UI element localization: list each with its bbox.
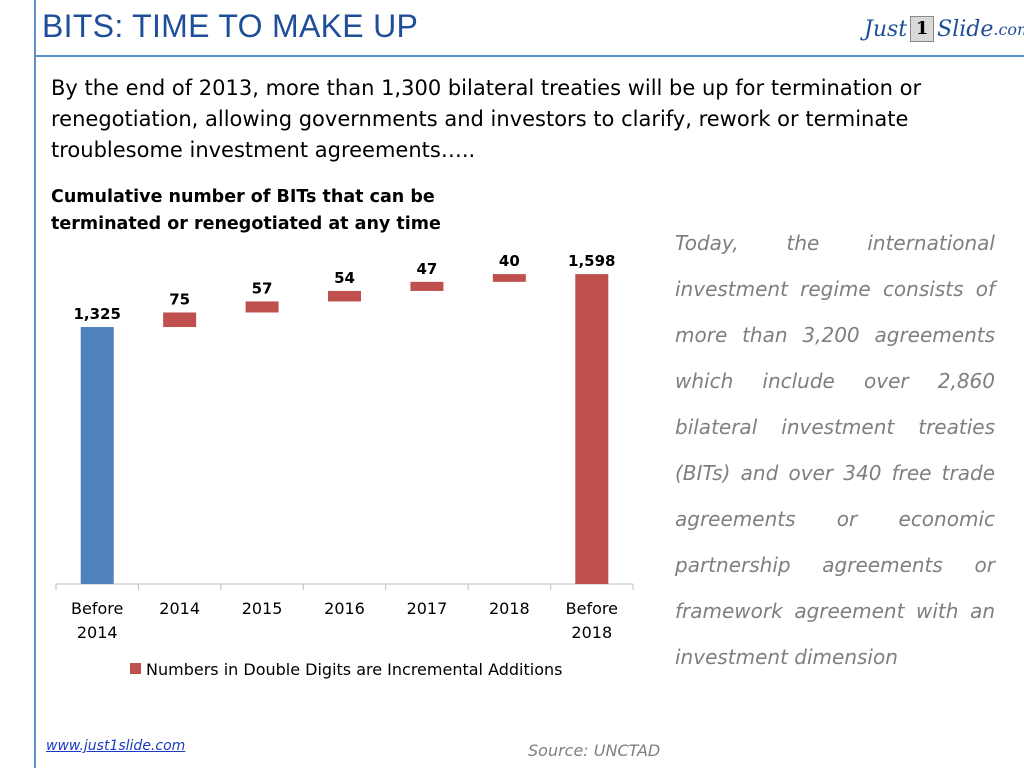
- tick-label-1-0: 2014: [159, 599, 200, 618]
- logo-text-just: Just: [864, 16, 908, 42]
- chart-title: Cumulative number of BITs that can be te…: [51, 187, 441, 234]
- tick-label-3-0: 2016: [324, 599, 365, 618]
- data-label-5: 40: [499, 252, 520, 270]
- bar-2: [245, 301, 279, 313]
- page-title: BITS: TIME TO MAKE UP: [42, 8, 419, 44]
- source-note: Source: UNCTAD: [528, 741, 661, 760]
- bar-3: [328, 290, 361, 302]
- intro-paragraph: By the end of 2013, more than 1,300 bila…: [51, 76, 922, 162]
- title-rule: [36, 55, 1024, 57]
- left-rule: [34, 0, 36, 768]
- just1slide-logo: Just 1 Slide .com: [864, 14, 1024, 44]
- data-label-6: 1,598: [568, 252, 615, 270]
- bar-5: [492, 274, 526, 282]
- logo-text-slide: Slide: [937, 16, 994, 42]
- tick-label-6-0: Before: [566, 599, 618, 618]
- data-label-3: 54: [334, 269, 355, 287]
- website-link[interactable]: www.just1slide.com: [46, 738, 186, 754]
- data-label-0: 1,325: [73, 305, 120, 323]
- bar-6: [575, 274, 609, 584]
- tick-label-2-0: 2015: [242, 599, 283, 618]
- bar-1: [163, 312, 197, 328]
- tick-label-0-1: 2014: [77, 623, 118, 642]
- tick-label-4-0: 2017: [407, 599, 448, 618]
- side-paragraph: Today, the international investment regi…: [675, 231, 995, 669]
- logo-text-dotcom: .com: [993, 19, 1024, 39]
- tick-label-5-0: 2018: [489, 599, 530, 618]
- data-label-1: 75: [169, 290, 190, 308]
- bar-0: [80, 327, 114, 584]
- data-label-4: 47: [416, 260, 437, 278]
- legend-label: Numbers in Double Digits are Incremental…: [146, 660, 562, 679]
- logo-number-box: 1: [910, 16, 935, 42]
- tick-label-0-0: Before: [71, 599, 123, 618]
- legend-swatch: [130, 663, 141, 674]
- data-label-2: 57: [252, 279, 273, 297]
- bar-4: [410, 281, 444, 291]
- tick-label-6-1: 2018: [571, 623, 612, 642]
